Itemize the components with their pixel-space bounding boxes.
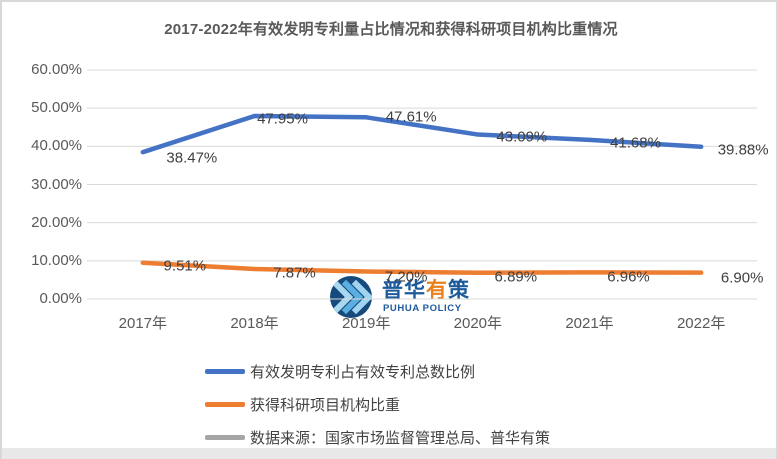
data-label: 7.87% xyxy=(273,264,316,282)
bottom-strip xyxy=(2,448,776,459)
data-label: 41.68% xyxy=(610,134,661,152)
x-axis-tick-label: 2018年 xyxy=(230,315,279,332)
legend-marker-gray xyxy=(205,435,245,440)
watermark-en-text: PUHUA POLICY xyxy=(383,303,462,314)
y-axis-tick-label: 60.00% xyxy=(31,61,82,78)
data-label: 7.20% xyxy=(384,268,428,286)
y-axis-tick-label: 30.00% xyxy=(31,175,82,193)
watermark-char: 策 xyxy=(448,279,470,302)
watermark-char: 有 xyxy=(426,279,448,302)
legend-label: 获得科研项目机构比重 xyxy=(250,397,401,414)
y-axis-tick-label: 0.00% xyxy=(39,290,82,307)
legend-marker-orange xyxy=(205,402,245,407)
data-label: 9.51% xyxy=(163,257,207,275)
x-axis-tick-label: 2020年 xyxy=(453,315,503,332)
legend-marker-blue xyxy=(205,369,245,374)
x-axis-tick-label: 2021年 xyxy=(565,315,614,332)
data-label: 47.61% xyxy=(385,108,437,126)
watermark-char: 普 xyxy=(382,279,404,302)
x-axis-tick-label: 2017年 xyxy=(118,315,168,332)
data-label: 47.95% xyxy=(257,110,308,128)
data-label: 6.90% xyxy=(720,269,764,287)
data-label: 6.96% xyxy=(607,268,650,286)
puhua-logo-icon xyxy=(330,276,372,318)
data-label: 43.09% xyxy=(496,128,548,146)
puhua-policy-watermark: 普华有策 PUHUA POLICY xyxy=(328,274,478,322)
legend-item-data-source: 数据来源：国家市场监督管理总局、普华有策 xyxy=(205,427,550,448)
y-axis-tick-label: 20.00% xyxy=(31,213,82,231)
watermark-char: 华 xyxy=(404,279,426,302)
chart-title: 2017-2022年有效发明专利量占比情况和获得科研项目机构比重情况 xyxy=(164,21,618,38)
x-axis-tick-label: 2022年 xyxy=(676,315,726,332)
watermark-cn-text: 普华有策 xyxy=(382,280,470,302)
y-axis-tick-label: 10.00% xyxy=(31,251,82,269)
data-label: 38.47% xyxy=(166,149,218,167)
legend-label: 有效发明专利占有效专利总数比例 xyxy=(250,364,476,381)
x-axis-tick-label: 2019年 xyxy=(341,315,391,332)
data-label: 39.88% xyxy=(717,141,769,159)
data-label: 6.89% xyxy=(494,268,538,286)
legend-item-blue-series: 有效发明专利占有效专利总数比例 xyxy=(205,361,475,382)
y-axis-tick-label: 40.00% xyxy=(31,137,82,155)
legend-label: 数据来源：国家市场监督管理总局、普华有策 xyxy=(250,430,551,447)
legend-item-orange-series: 获得科研项目机构比重 xyxy=(205,394,400,415)
y-axis-tick-label: 50.00% xyxy=(31,99,82,117)
